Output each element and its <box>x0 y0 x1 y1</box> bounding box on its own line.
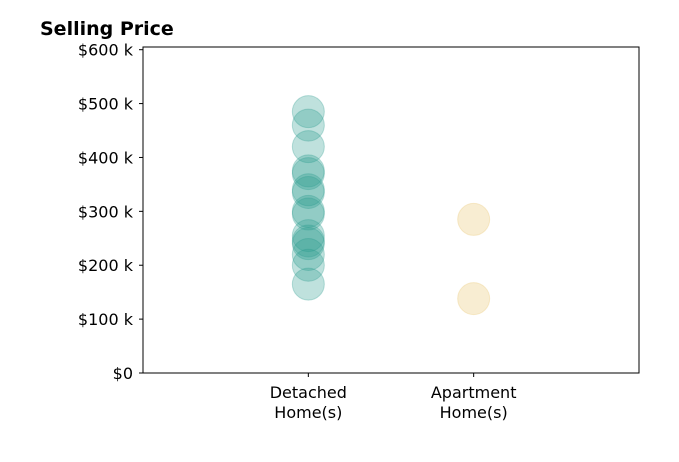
data-point <box>291 194 325 228</box>
y-tick-label: $300 k <box>78 202 134 221</box>
x-tick-label: Apartment Home(s) <box>431 383 517 422</box>
data-point <box>291 224 325 258</box>
y-tick-label: $0 <box>113 364 133 383</box>
data-point <box>291 157 325 191</box>
data-point <box>291 248 325 282</box>
y-tick-label: $200 k <box>78 256 134 275</box>
y-tick-label: $500 k <box>78 95 134 114</box>
data-point <box>457 282 491 316</box>
y-tick-label: $100 k <box>78 310 134 329</box>
y-tick-label: $600 k <box>78 41 134 60</box>
data-point <box>291 173 325 207</box>
y-tick-label: $400 k <box>78 148 134 167</box>
data-point <box>457 202 491 236</box>
data-point <box>291 237 325 271</box>
y-axis: $0 $100 k $200 k $300 k $400 k $500 k $600 k <box>78 41 143 383</box>
data-point <box>291 219 325 253</box>
x-axis: Detached Home(s) Apartment Home(s) <box>270 373 517 422</box>
data-point <box>291 154 325 188</box>
data-point <box>291 95 325 129</box>
data-point <box>291 197 325 231</box>
data-point <box>291 267 325 301</box>
data-point <box>291 227 325 261</box>
data-points <box>291 95 491 316</box>
plot-area-frame <box>142 46 640 374</box>
data-point <box>291 130 325 164</box>
x-tick-label: Detached Home(s) <box>270 383 347 422</box>
chart-title: Selling Price <box>40 18 174 40</box>
data-point <box>291 108 325 142</box>
data-point <box>291 175 325 209</box>
